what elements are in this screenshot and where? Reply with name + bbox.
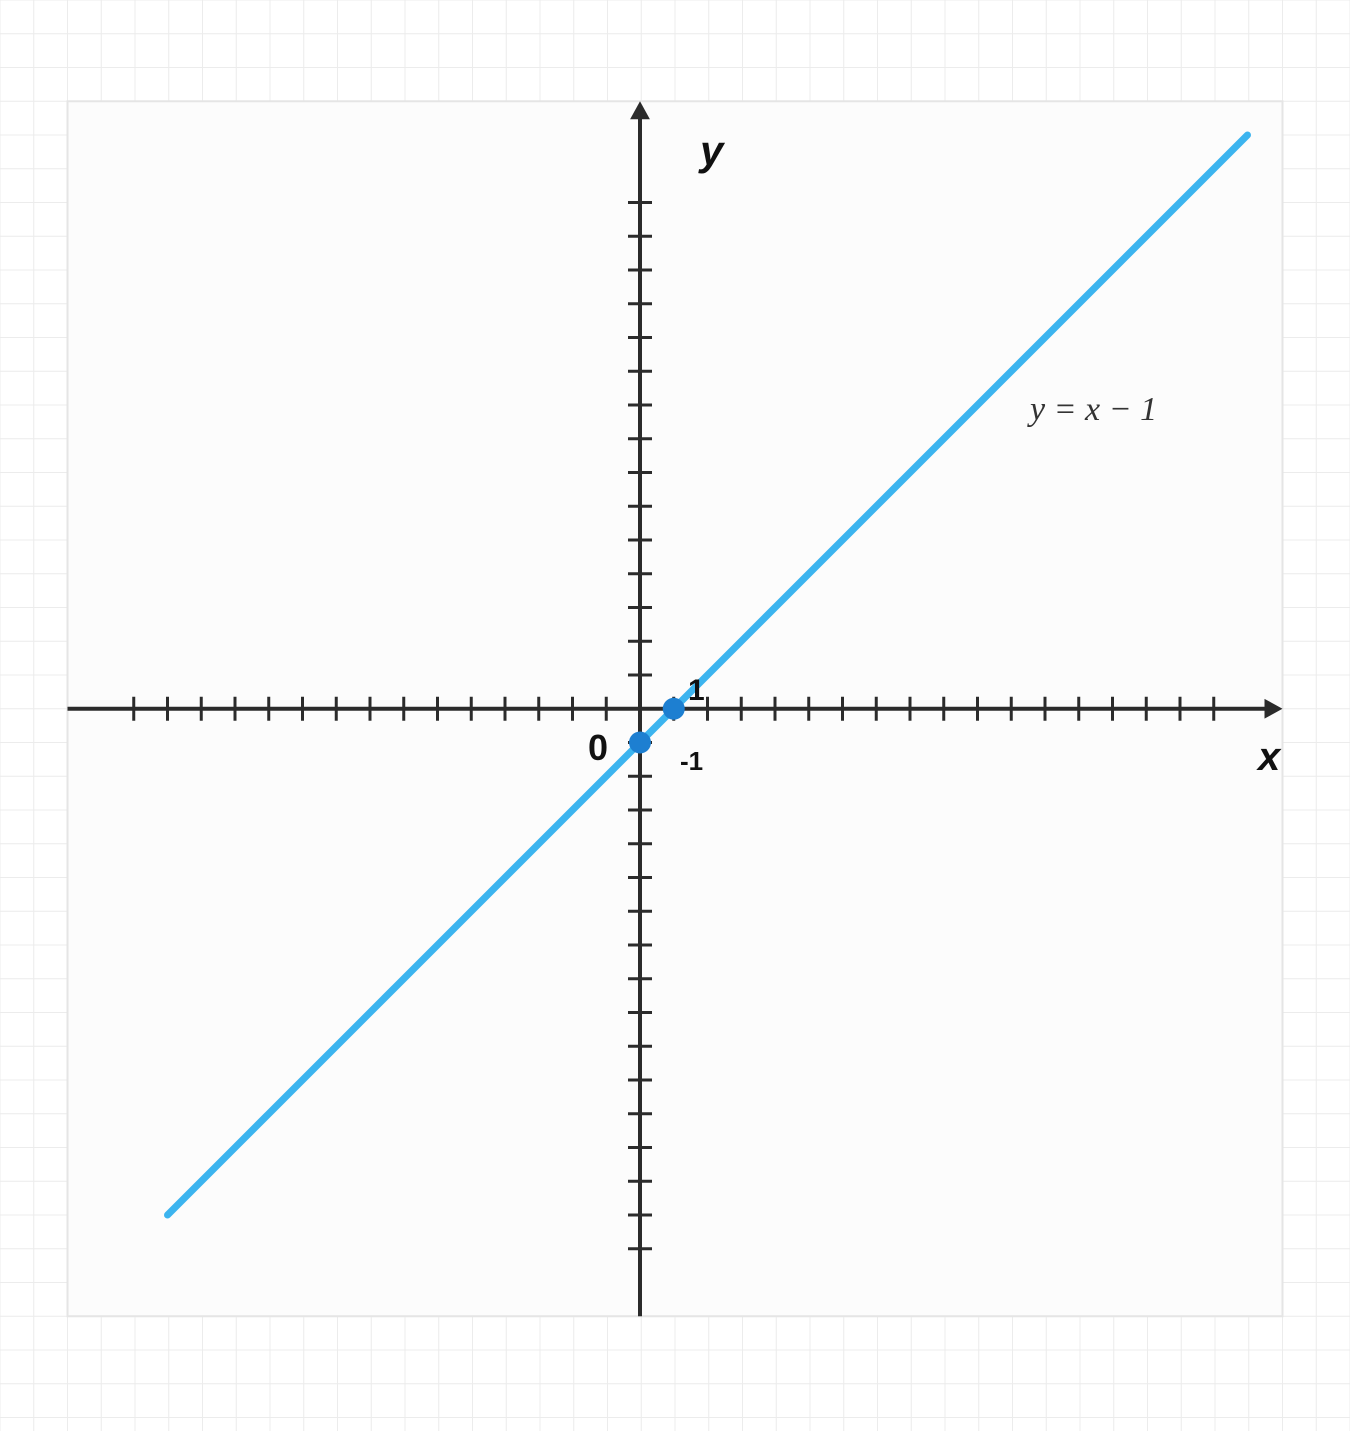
chart-container: x y 0 1 -1 y = x − 1 <box>0 0 1350 1431</box>
data-point <box>663 698 685 720</box>
x-axis-label: x <box>1256 735 1282 779</box>
origin-label: 0 <box>588 727 608 768</box>
equation-label: y = x − 1 <box>1027 391 1157 428</box>
y-axis-label: y <box>698 127 726 174</box>
point-label: -1 <box>680 746 703 776</box>
data-point <box>629 732 651 754</box>
point-label: 1 <box>688 674 705 707</box>
line-chart: x y 0 1 -1 y = x − 1 <box>0 0 1350 1431</box>
